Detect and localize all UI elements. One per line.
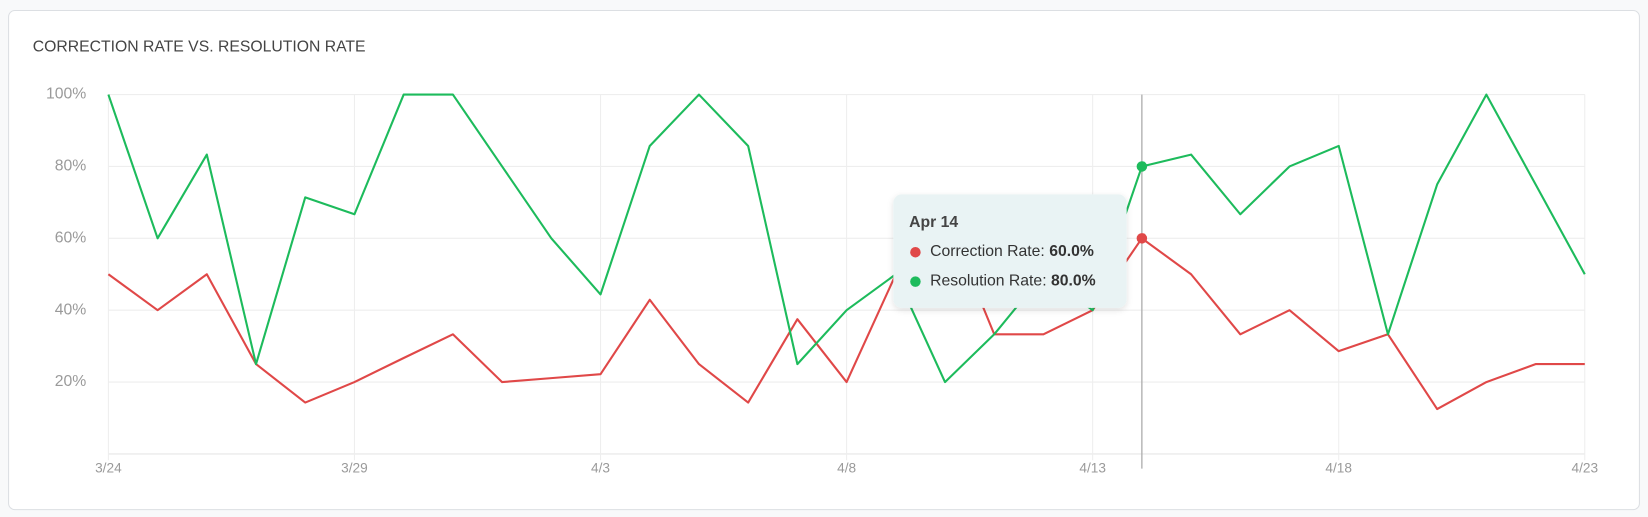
y-tick-label: 40% [55,301,87,318]
hover-point [1136,233,1148,244]
tooltip-value: 60.0% [1049,243,1094,260]
series-line [107,213,1585,411]
x-tick-label: 3/24 [95,460,122,475]
card [8,9,1640,511]
plot [107,93,1586,469]
tooltip-marker [910,246,921,258]
x-tick-label: 3/29 [341,460,368,475]
tooltip-value: 80.0% [1051,273,1096,290]
tooltip-title: Apr 14 [909,214,958,231]
tooltip-label: Resolution Rate: [930,273,1046,290]
tooltip-item: Resolution Rate: 80.0% [930,273,1096,290]
x-tick-label: 4/18 [1325,460,1352,475]
y-tick-label: 60% [55,229,87,246]
x-tick-label: 4/13 [1079,460,1106,475]
tooltip-item: Correction Rate: 60.0% [930,243,1094,260]
y-tick-label: 20% [55,373,87,390]
tooltip-box [893,194,1127,308]
y-tick-label: 80% [55,158,87,175]
x-tick-label: 4/8 [837,460,856,475]
tooltip-label: Correction Rate: [930,243,1045,260]
x-tick-label: 4/3 [591,460,610,475]
grid: 20% 40% 60% 80% 100% 3/24 3/29 4/3 4/8 4/13 4/18 4/… [46,86,1598,476]
series-line [107,93,1586,384]
y-tick-label: 100% [46,86,86,103]
hover-point [1136,161,1148,172]
x-tick-label: 4/23 [1571,460,1598,475]
tooltip-marker [910,276,921,287]
chart-title: CORRECTION RATE VS. RESOLUTION RATE [33,38,366,55]
